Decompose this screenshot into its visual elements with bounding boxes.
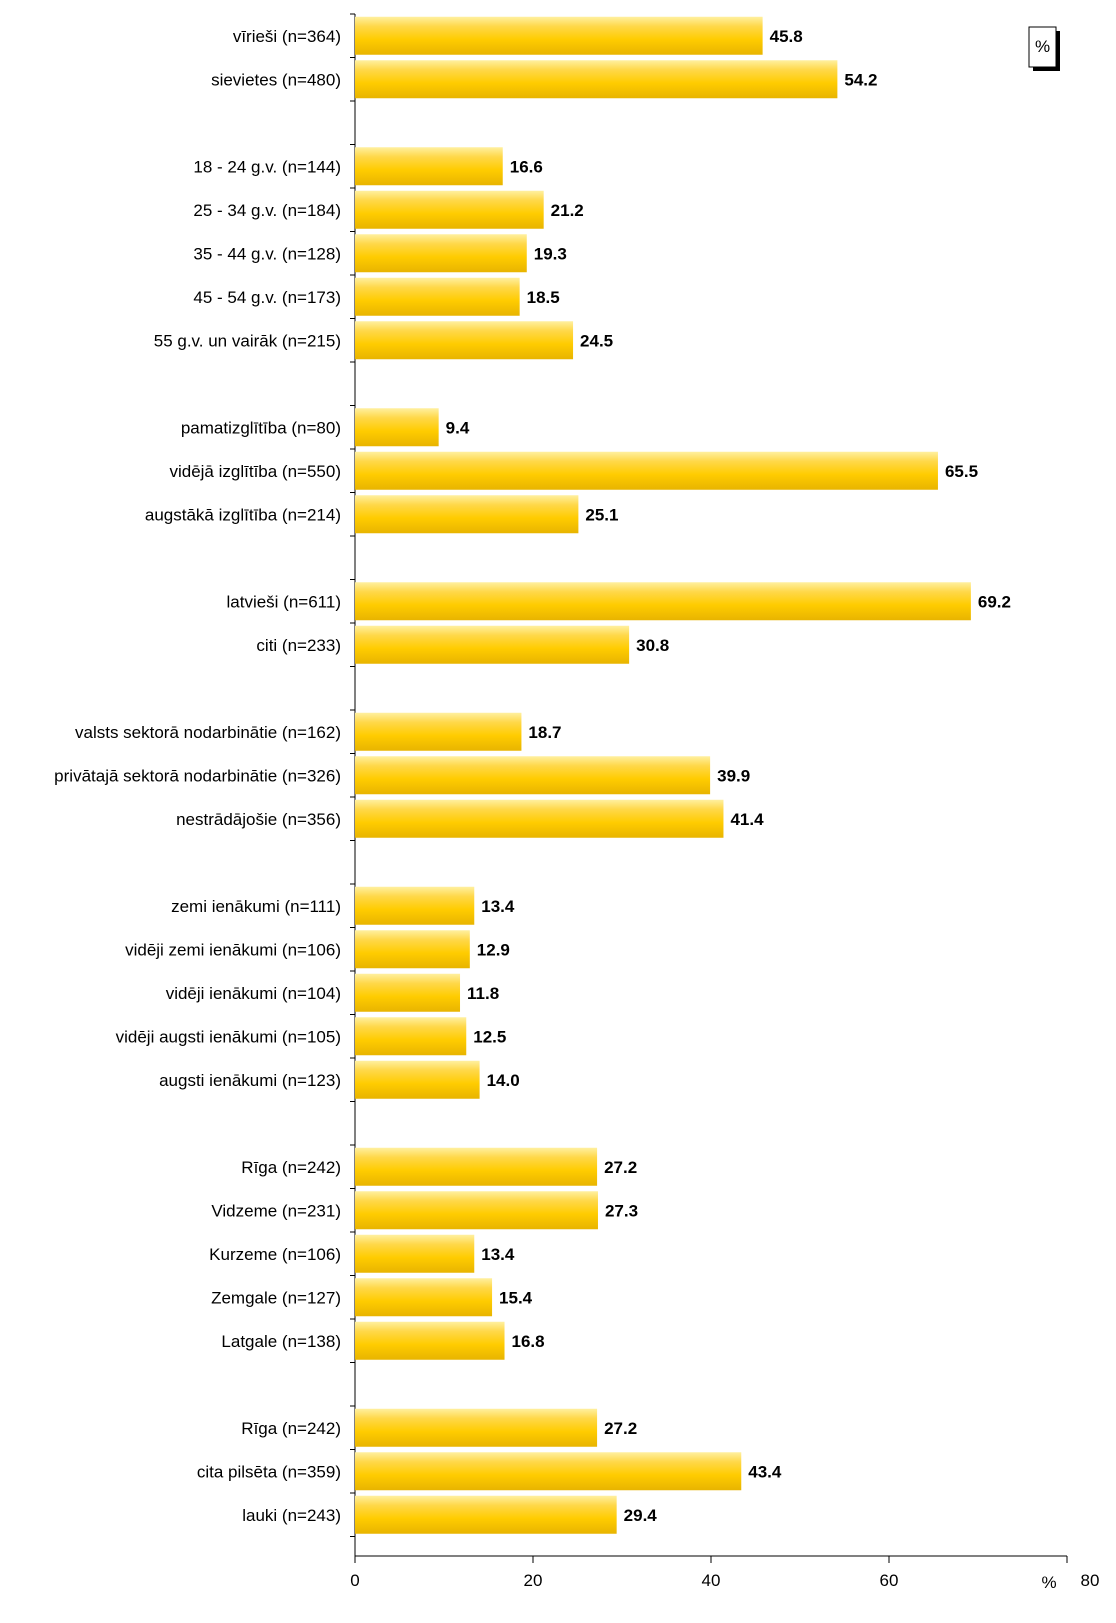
category-label: lauki (n=243) (242, 1506, 341, 1525)
value-label: 27.3 (605, 1201, 638, 1220)
value-label: 11.8 (467, 984, 499, 1003)
bar (355, 1147, 598, 1186)
value-label: 69.2 (978, 592, 1011, 611)
category-axis: vīrieši (n=364) sievietes (n=480) 18 - 24 … (54, 13, 356, 1556)
bar (355, 234, 527, 273)
value-label: 19.3 (534, 244, 567, 263)
category-label: vidējā izglītība (n=550) (169, 462, 341, 481)
unit-box-label: % (1035, 37, 1050, 56)
value-tick-label: 20 (524, 1571, 543, 1590)
bar (355, 1017, 467, 1056)
bar (355, 1191, 598, 1230)
bar (355, 973, 461, 1012)
bar (355, 930, 470, 969)
category-label: Kurzeme (n=106) (209, 1245, 341, 1264)
bar (355, 756, 711, 795)
bar (355, 1278, 493, 1317)
value-label: 41.4 (730, 810, 764, 829)
bar (355, 495, 579, 534)
value-label: 13.4 (481, 1245, 515, 1264)
value-tick-label: 80 (1081, 1571, 1100, 1590)
category-label: nestrādājošie (n=356) (176, 810, 341, 829)
value-label: 29.4 (624, 1506, 658, 1525)
unit-legend-box: % (1028, 26, 1060, 71)
bar (355, 625, 630, 664)
value-label: 14.0 (487, 1071, 520, 1090)
value-label: 30.8 (636, 636, 669, 655)
category-label: 45 - 54 g.v. (n=173) (193, 288, 341, 307)
value-label: 16.8 (512, 1332, 545, 1351)
bar (355, 321, 574, 360)
category-label: valsts sektorā nodarbinātie (n=162) (75, 723, 341, 742)
bar (355, 147, 503, 186)
category-label: Rīga (n=242) (241, 1419, 341, 1438)
bar (355, 60, 838, 99)
bar (355, 1495, 617, 1534)
bar (355, 451, 938, 490)
value-label: 45.8 (770, 27, 803, 46)
bar (355, 1452, 742, 1491)
bar (355, 1408, 598, 1447)
category-label: cita pilsēta (n=359) (197, 1462, 341, 1481)
category-label: sievietes (n=480) (211, 70, 341, 89)
value-label: 21.2 (551, 201, 584, 220)
category-label: vidēji ienākumi (n=104) (166, 984, 341, 1003)
value-label: 13.4 (481, 897, 515, 916)
value-label: 9.4 (446, 418, 470, 437)
category-label: latvieši (n=611) (227, 592, 342, 611)
category-label: 35 - 44 g.v. (n=128) (193, 244, 341, 263)
value-label: 18.5 (527, 288, 560, 307)
value-axis-unit-label: % (1041, 1573, 1056, 1592)
value-tick-label: 0 (350, 1571, 359, 1590)
category-label: augsti ienākumi (n=123) (159, 1071, 341, 1090)
bar (355, 408, 439, 447)
value-label: 24.5 (580, 331, 613, 350)
category-label: Latgale (n=138) (221, 1332, 341, 1351)
value-tick-label: 40 (702, 1571, 721, 1590)
bar (355, 277, 520, 316)
category-label: zemi ienākumi (n=111) (171, 897, 341, 916)
value-label: 12.5 (473, 1027, 506, 1046)
value-label: 39.9 (717, 766, 750, 785)
value-label: 43.4 (748, 1462, 782, 1481)
value-label: 27.2 (604, 1419, 637, 1438)
bar (355, 1234, 475, 1273)
category-label: 25 - 34 g.v. (n=184) (193, 201, 341, 220)
bar (355, 799, 724, 838)
value-label: 27.2 (604, 1158, 637, 1177)
value-axis: 0 20 40 60 80% (350, 1555, 1100, 1592)
category-label: augstākā izglītība (n=214) (145, 505, 341, 524)
value-label: 12.9 (477, 940, 510, 959)
bar (355, 886, 475, 925)
category-label: Zemgale (n=127) (211, 1288, 341, 1307)
bar (355, 712, 522, 751)
category-label: Vidzeme (n=231) (211, 1201, 341, 1220)
value-label: 54.2 (844, 70, 877, 89)
bar (355, 582, 971, 621)
bar (355, 16, 763, 55)
value-label: 25.1 (585, 505, 618, 524)
value-tick-label: 60 (880, 1571, 899, 1590)
category-label: 55 g.v. un vairāk (n=215) (154, 331, 341, 350)
bar (355, 1060, 480, 1099)
category-label: Rīga (n=242) (241, 1158, 341, 1177)
value-label: 18.7 (528, 723, 561, 742)
value-label: 65.5 (945, 462, 978, 481)
category-label: vidēji augsti ienākumi (n=105) (116, 1027, 341, 1046)
category-label: citi (n=233) (256, 636, 341, 655)
category-label: pamatizglītība (n=80) (181, 418, 341, 437)
bars: 45.8 54.2 16.6 21.2 19.3 18.5 24.5 9.4 65.5 25.1 6… (355, 16, 1011, 1534)
bar (355, 1321, 505, 1360)
bar (355, 190, 544, 229)
value-label: 16.6 (510, 157, 543, 176)
category-label: vīrieši (n=364) (233, 27, 341, 46)
category-label: vidēji zemi ienākumi (n=106) (125, 940, 341, 959)
category-label: privātajā sektorā nodarbinātie (n=326) (54, 766, 341, 785)
category-label: 18 - 24 g.v. (n=144) (193, 157, 341, 176)
unit-box-frame (1028, 26, 1057, 68)
value-label: 15.4 (499, 1288, 533, 1307)
